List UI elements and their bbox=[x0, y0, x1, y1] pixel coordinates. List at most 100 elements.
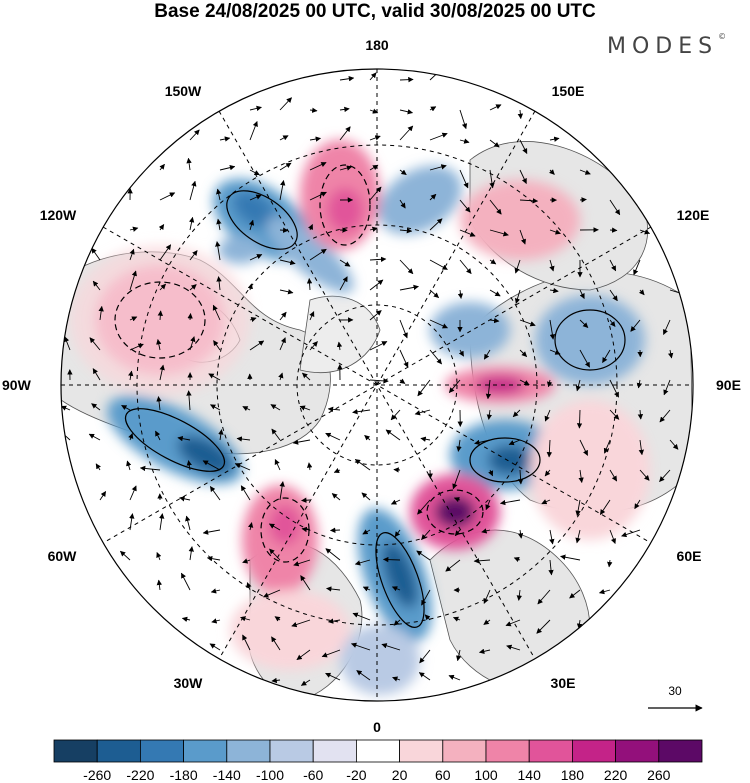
wind-arrow bbox=[362, 586, 371, 592]
anomaly-trough-npacific-1-core bbox=[232, 191, 278, 229]
contour-line bbox=[469, 437, 541, 483]
wind-arrow bbox=[546, 439, 553, 458]
wind-arrow bbox=[99, 491, 107, 501]
wind-arrow bbox=[188, 216, 195, 231]
colorbar-swatch bbox=[53, 739, 98, 763]
colorbar-swatch bbox=[355, 739, 400, 763]
wind-arrow bbox=[369, 341, 388, 351]
colorbar-swatch bbox=[528, 739, 573, 763]
wind-arrow bbox=[339, 165, 353, 171]
wind-arrow bbox=[309, 311, 315, 321]
contour-line bbox=[114, 281, 206, 359]
wind-arrow bbox=[208, 373, 221, 381]
wind-arrow bbox=[579, 439, 589, 456]
wind-arrow bbox=[519, 169, 527, 184]
wind-arrow bbox=[575, 379, 581, 392]
wind-arrow bbox=[541, 499, 551, 505]
wind-arrow bbox=[489, 289, 501, 297]
wind-arrow bbox=[429, 132, 448, 141]
wind-arrow bbox=[350, 642, 371, 651]
wind-arrow bbox=[420, 436, 431, 442]
wind-arrow bbox=[667, 349, 674, 359]
wind-arrow bbox=[369, 226, 378, 232]
wind-arrow bbox=[459, 169, 469, 189]
wind-arrow bbox=[159, 283, 166, 291]
wind-arrow bbox=[218, 429, 224, 441]
wind-arrow bbox=[300, 679, 311, 686]
wind-arrow bbox=[429, 349, 442, 365]
wind-arrow bbox=[452, 469, 461, 490]
wind-arrow bbox=[417, 499, 431, 515]
wind-arrow bbox=[548, 559, 554, 576]
wind-arrow bbox=[293, 559, 311, 567]
wind-arrow bbox=[459, 229, 476, 237]
contour-line bbox=[124, 408, 226, 472]
wind-arrow bbox=[356, 670, 371, 681]
colorbar-swatch bbox=[312, 739, 357, 763]
colorbar-tick-label: 220 bbox=[604, 767, 628, 783]
wind-arrow bbox=[299, 405, 311, 411]
wind-arrow bbox=[609, 409, 620, 420]
wind-arrow bbox=[279, 259, 296, 266]
wind-arrow bbox=[457, 289, 464, 299]
wind-arrow bbox=[186, 460, 192, 471]
colorbar-tick-label: 20 bbox=[392, 767, 408, 783]
wind-arrow bbox=[602, 349, 611, 363]
wind-arrow bbox=[159, 513, 165, 531]
wind-arrow bbox=[336, 341, 343, 351]
wind-arrow bbox=[369, 135, 381, 141]
brand-name: MODES bbox=[607, 34, 719, 59]
wind-arrow bbox=[546, 379, 553, 388]
wind-arrow bbox=[599, 499, 611, 515]
colorbar-swatch bbox=[658, 739, 703, 763]
anomaly-trough-siberia bbox=[430, 302, 510, 358]
anomaly-trough-atlantic-low bbox=[340, 625, 420, 695]
wind-arrow bbox=[481, 528, 491, 534]
wind-arrow bbox=[249, 316, 257, 323]
wind-arrow bbox=[418, 672, 431, 681]
colorbar: -260 -220 -180 -140 -100 -60 -20 20 60 100 140 180 2… bbox=[53, 739, 703, 783]
wind-arrow bbox=[369, 279, 384, 291]
wind-arrow bbox=[271, 428, 281, 441]
wind-arrow bbox=[459, 109, 468, 130]
wind-arrow bbox=[489, 199, 502, 215]
wind-arrow bbox=[514, 289, 521, 304]
wind-arrow bbox=[549, 259, 555, 272]
map-border bbox=[60, 68, 694, 702]
wind-arrow bbox=[325, 432, 341, 441]
wind-arrow bbox=[399, 125, 414, 141]
wind-arrow bbox=[549, 319, 556, 340]
wind-arrow bbox=[189, 250, 198, 261]
wind-arrow bbox=[95, 463, 101, 471]
lon-label-60w: 60W bbox=[48, 548, 78, 564]
colorbar-swatch bbox=[269, 739, 314, 763]
wind-arrow bbox=[331, 493, 341, 501]
wind-arrow bbox=[669, 439, 679, 450]
wind-arrow bbox=[505, 619, 521, 627]
wind-arrow bbox=[156, 338, 162, 351]
wind-arrow bbox=[399, 349, 409, 368]
anomaly-trough-pacific-small bbox=[218, 236, 262, 264]
wind-arrow bbox=[452, 616, 461, 622]
wind-arrow bbox=[659, 409, 671, 423]
wind-arrow bbox=[399, 199, 406, 209]
wind-arrow bbox=[429, 106, 437, 112]
colorbar-tick-label: -140 bbox=[213, 767, 241, 783]
colorbar-swatch bbox=[96, 739, 141, 763]
wind-arrow bbox=[385, 429, 401, 441]
wind-arrow bbox=[300, 575, 311, 591]
wind-arrow bbox=[188, 546, 194, 561]
wind-arrow bbox=[369, 72, 377, 81]
wind-arrow bbox=[609, 199, 621, 216]
wind-arrow bbox=[417, 379, 431, 397]
colorbar-swatch bbox=[226, 739, 271, 763]
colorbar-swatch bbox=[139, 739, 184, 763]
vector-scale-label: 30 bbox=[668, 684, 682, 698]
wind-arrow bbox=[279, 179, 286, 201]
wind-arrow bbox=[638, 289, 645, 296]
wind-vectors bbox=[61, 69, 687, 686]
wind-arrow bbox=[279, 97, 292, 111]
wind-arrow bbox=[609, 259, 617, 272]
